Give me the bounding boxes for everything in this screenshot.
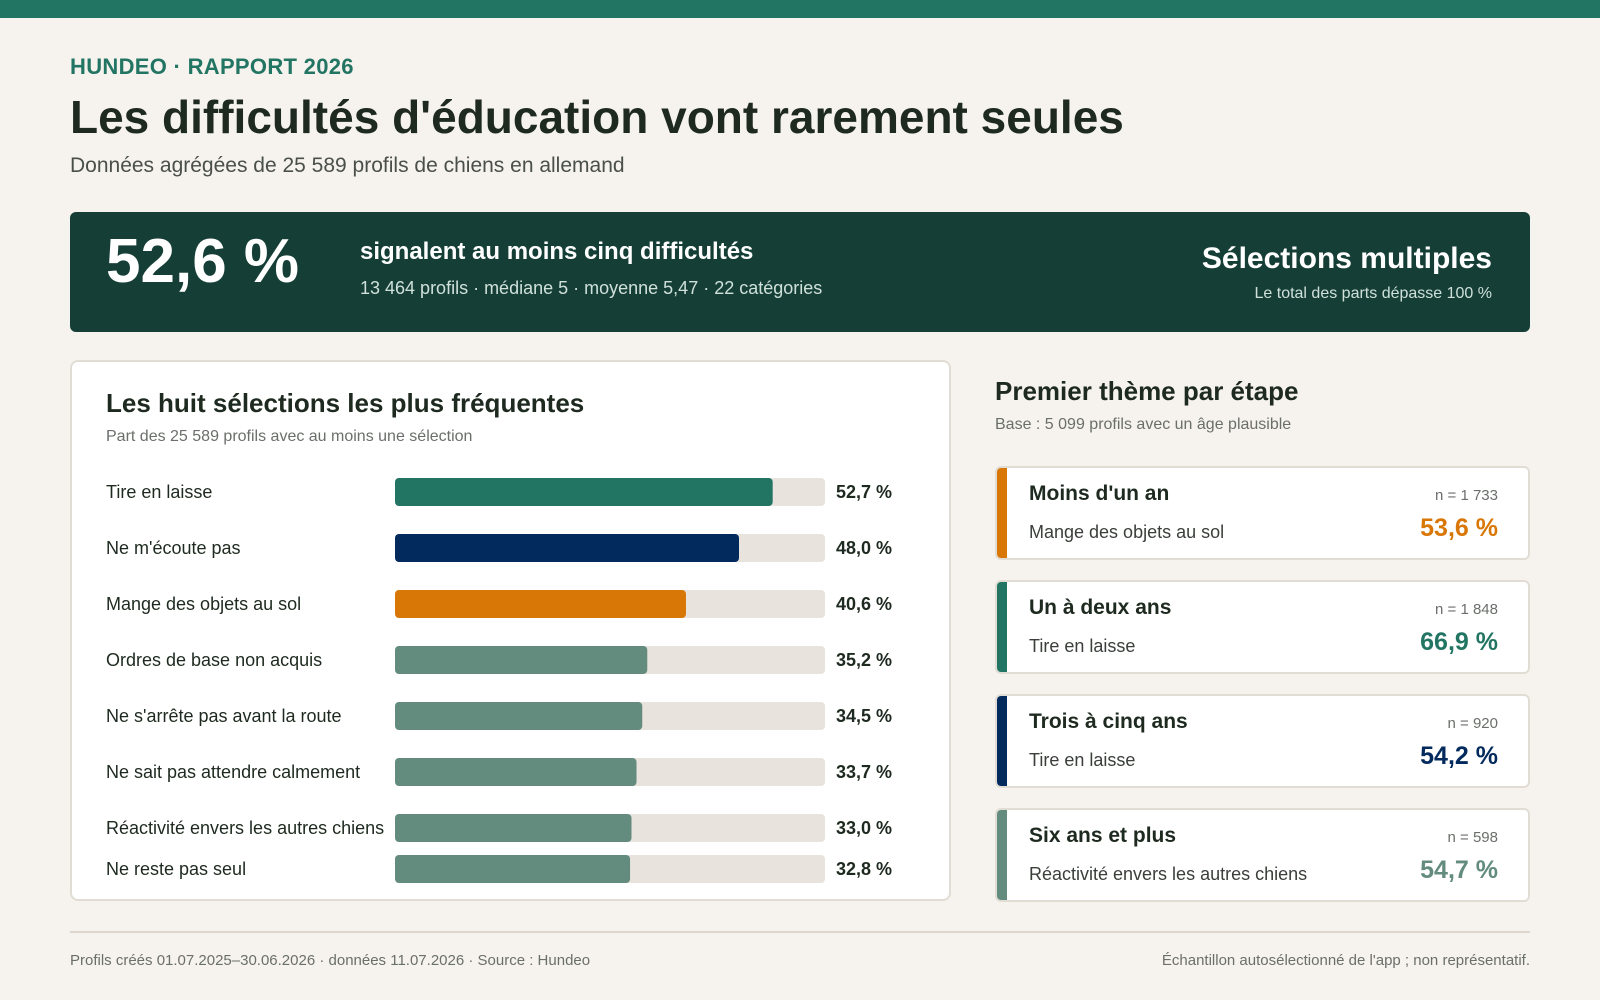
banner-right-title: Sélections multiples <box>1201 242 1492 275</box>
bar-row: Réactivité envers les autres chiens 33,0 … <box>106 814 892 842</box>
bar-value-label: 40,6 % <box>836 594 892 614</box>
bar-value-label: 33,7 % <box>836 762 892 782</box>
stage-accent-bar <box>997 468 1007 558</box>
chart-title: Les huit sélections les plus fréquentes <box>106 388 585 418</box>
bar-category-label: Ne reste pas seul <box>106 859 246 879</box>
bar-category-label: Tire en laisse <box>106 482 212 502</box>
footer-source: Profils créés 01.07.2025–30.06.2026 · do… <box>70 952 591 969</box>
stages-title: Premier thème par étape <box>995 376 1299 406</box>
stages-subtitle: Base : 5 099 profils avec un âge plausib… <box>995 416 1292 433</box>
bar <box>395 758 637 786</box>
stage-topic: Tire en laisse <box>1029 750 1136 770</box>
chart-subtitle: Part des 25 589 profils avec au moins un… <box>106 428 473 445</box>
bar-row: Ne reste pas seul 32,8 % <box>106 855 892 883</box>
stage-accent-bar <box>997 810 1007 900</box>
banner-big-value: 52,6 % <box>106 227 300 296</box>
stage-count: n = 1 733 <box>1435 487 1498 504</box>
bar-category-label: Ne s'arrête pas avant la route <box>106 706 342 726</box>
stage-card-three-five: Trois à cinq ans n = 920 Tire en laisse … <box>995 694 1530 788</box>
bar <box>395 646 648 674</box>
bar <box>395 855 631 883</box>
footer-divider <box>70 931 1530 933</box>
top-selections-card: Les huit sélections les plus fréquentes … <box>70 360 951 901</box>
bar-value-label: 32,8 % <box>836 859 892 879</box>
stage-value: 54,7 % <box>1420 856 1498 884</box>
bar <box>395 478 773 506</box>
bar-value-label: 52,7 % <box>836 482 892 502</box>
stage-name: Six ans et plus <box>1029 824 1177 847</box>
bar <box>395 814 632 842</box>
stage-count: n = 1 848 <box>1435 601 1498 618</box>
bar-value-label: 34,5 % <box>836 706 892 726</box>
bar <box>395 534 739 562</box>
page-subtitle: Données agrégées de 25 589 profils de ch… <box>70 154 625 177</box>
stage-value: 53,6 % <box>1420 514 1498 542</box>
footer-disclaimer: Échantillon autosélectionné de l'app ; n… <box>1161 952 1530 969</box>
bar-row: Tire en laisse 52,7 % <box>106 478 892 506</box>
bar-row: Mange des objets au sol 40,6 % <box>106 590 892 618</box>
bar-category-label: Ne m'écoute pas <box>106 538 241 558</box>
bar-row: Ordres de base non acquis 35,2 % <box>106 646 892 674</box>
stage-count: n = 598 <box>1447 829 1498 846</box>
stage-card-one-two: Un à deux ans n = 1 848 Tire en laisse 6… <box>995 580 1530 674</box>
stage-value: 54,2 % <box>1420 742 1498 770</box>
bar <box>395 590 686 618</box>
banner-stats: 13 464 profils · médiane 5 · moyenne 5,4… <box>360 278 823 298</box>
page-title: Les difficultés d'éducation vont raremen… <box>70 91 1124 143</box>
stage-accent-bar <box>997 696 1007 786</box>
stage-value: 66,9 % <box>1420 628 1498 656</box>
stage-topic: Réactivité envers les autres chiens <box>1029 864 1308 884</box>
stage-card-six-plus: Six ans et plus n = 598 Réactivité enver… <box>995 808 1530 902</box>
bar-row: Ne sait pas attendre calmement 33,7 % <box>106 758 892 786</box>
bar-value-label: 48,0 % <box>836 538 892 558</box>
bar-value-label: 35,2 % <box>836 650 892 670</box>
stage-name: Moins d'un an <box>1029 482 1170 505</box>
bar-value-label: 33,0 % <box>836 818 892 838</box>
stage-count: n = 920 <box>1447 715 1498 732</box>
bar-category-label: Mange des objets au sol <box>106 594 301 614</box>
top-accent-bar <box>0 0 1600 18</box>
bar-category-label: Ne sait pas attendre calmement <box>106 762 360 782</box>
bar-category-label: Réactivité envers les autres chiens <box>106 818 384 838</box>
stage-name: Trois à cinq ans <box>1029 710 1188 733</box>
stage-topic: Mange des objets au sol <box>1029 522 1225 542</box>
bar-category-label: Ordres de base non acquis <box>106 650 322 670</box>
banner-headline: signalent au moins cinq difficultés <box>360 238 754 265</box>
stage-topic: Tire en laisse <box>1029 636 1136 656</box>
bar-row: Ne m'écoute pas 48,0 % <box>106 534 892 562</box>
bar-chart: Tire en laisse 52,7 % Ne m'écoute pas 48,0 … <box>106 478 892 883</box>
stage-accent-bar <box>997 582 1007 672</box>
banner-right-subtitle: Le total des parts dépasse 100 % <box>1254 285 1493 302</box>
summary-banner: 52,6 % signalent au moins cinq difficult… <box>70 212 1530 332</box>
bar <box>395 702 643 730</box>
bar-row: Ne s'arrête pas avant la route 34,5 % <box>106 702 892 730</box>
stage-name: Un à deux ans <box>1029 596 1172 619</box>
stage-card-under-one: Moins d'un an n = 1 733 Mange des objets… <box>995 466 1530 560</box>
report-kicker: HUNDEO · RAPPORT 2026 <box>70 54 354 79</box>
